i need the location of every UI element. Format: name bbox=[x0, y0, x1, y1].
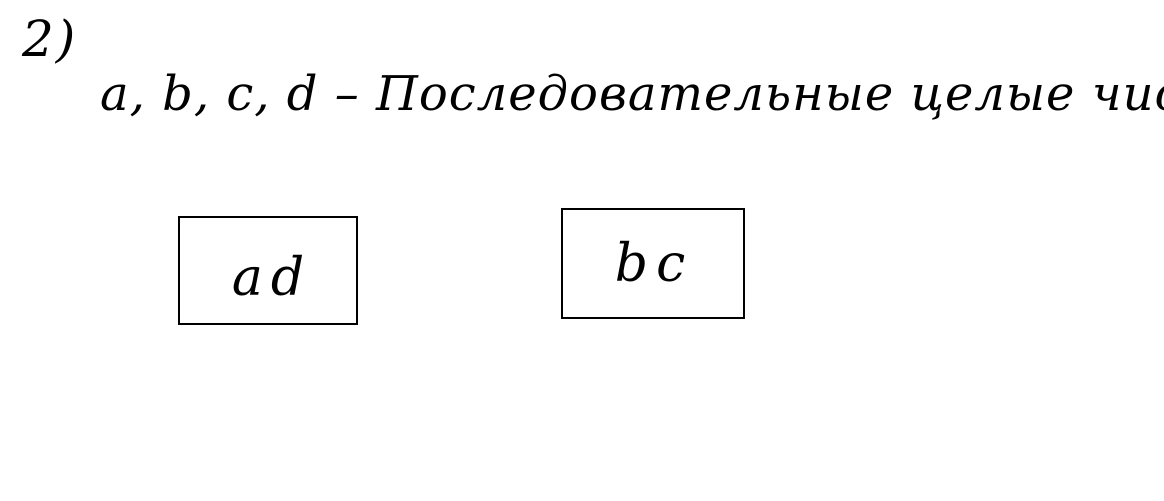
product-box-bc: bc bbox=[561, 208, 745, 319]
product-box-label: bc bbox=[614, 233, 694, 294]
product-box-label: ad bbox=[231, 247, 313, 308]
product-box-ad: ad bbox=[178, 216, 358, 325]
problem-number: 2) bbox=[22, 10, 78, 68]
problem-statement: a, b, c, d – Последовательные целые числ… bbox=[100, 66, 1164, 122]
